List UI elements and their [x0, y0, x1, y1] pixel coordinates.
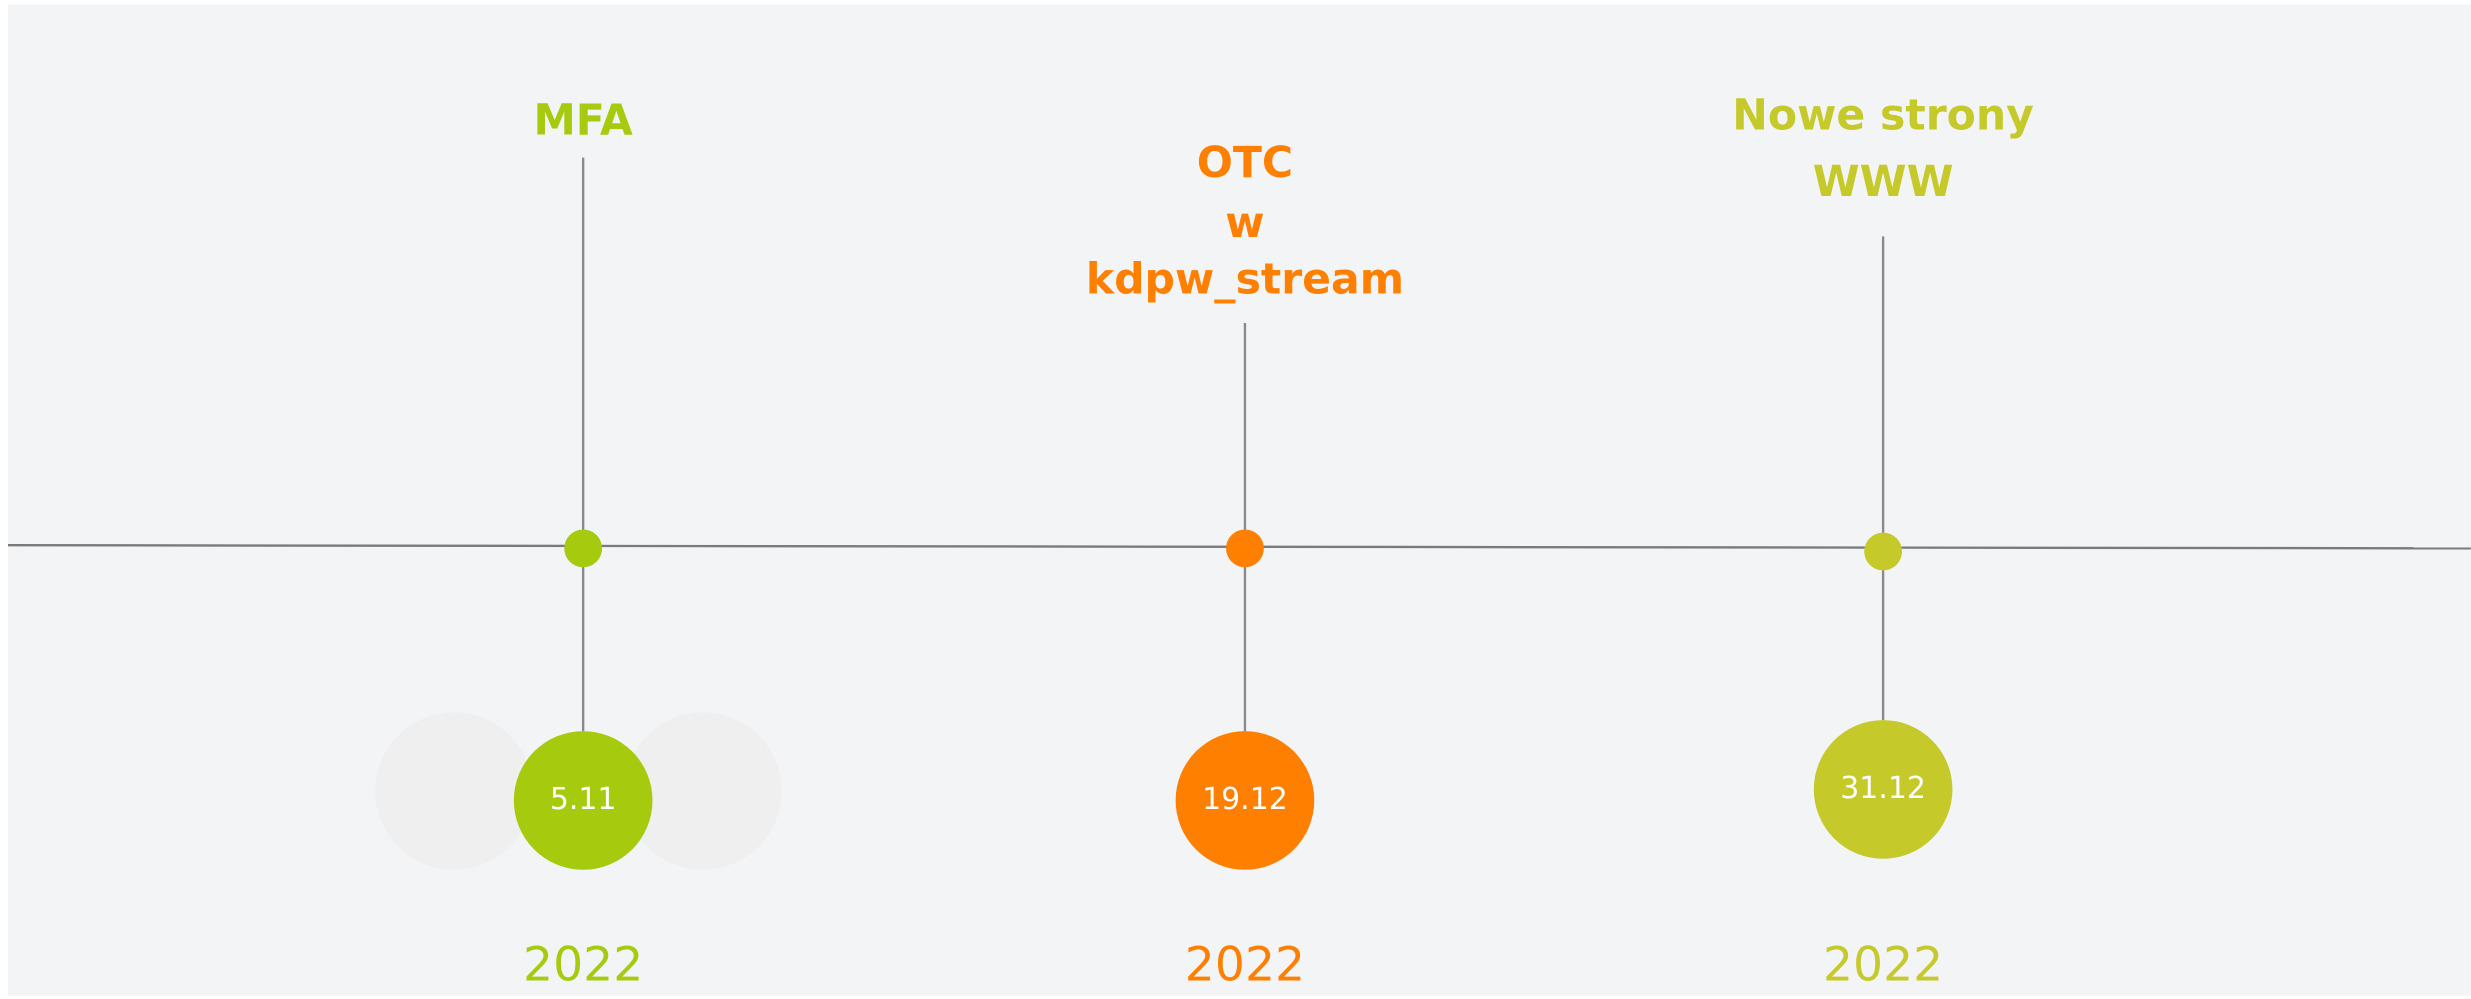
event-year: 2022 — [1823, 937, 1943, 992]
event-dot — [564, 529, 603, 568]
event-title: WWW — [1813, 158, 1954, 207]
event-title: w — [1225, 199, 1264, 248]
event-title: MFA — [533, 96, 632, 145]
event-year: 2022 — [1185, 937, 1305, 992]
event-dot — [1864, 532, 1903, 571]
decor-circle — [624, 712, 782, 870]
event-title: kdpw_stream — [1086, 256, 1404, 305]
event-date: 5.11 — [550, 782, 617, 817]
date-circle — [1175, 731, 1315, 870]
date-circle — [1813, 720, 1953, 859]
event-year: 2022 — [523, 937, 643, 992]
event-date: 31.12 — [1840, 771, 1926, 806]
event-title: OTC — [1197, 139, 1293, 188]
event-dot — [1226, 529, 1264, 568]
date-circle — [513, 731, 653, 870]
event-title: Nowe strony — [1732, 92, 2034, 141]
event-date: 19.12 — [1202, 782, 1288, 817]
decor-circle — [375, 712, 533, 870]
